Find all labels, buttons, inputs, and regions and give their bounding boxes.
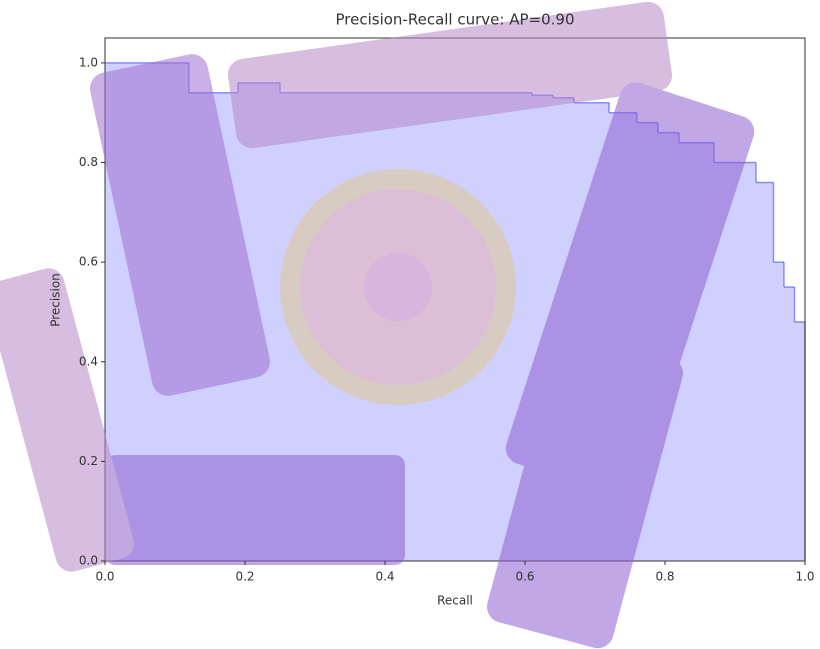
y-tick-label: 0.0: [79, 554, 98, 568]
x-tick-label: 1.0: [795, 570, 814, 584]
y-tick-label: 0.6: [79, 255, 98, 269]
area-step: [756, 182, 774, 561]
chart-title: Precision-Recall curve: AP=0.90: [336, 11, 575, 29]
deco-center: [364, 253, 432, 321]
x-axis-label: Recall: [437, 594, 473, 608]
x-tick-label: 0.4: [375, 570, 394, 584]
deco-bar: [105, 455, 405, 565]
y-tick-label: 0.2: [79, 454, 98, 468]
y-axis-label: Precision: [49, 273, 63, 327]
area-step: [795, 322, 806, 561]
x-tick-label: 0.2: [235, 570, 254, 584]
y-tick-label: 1.0: [79, 55, 98, 69]
y-tick-label: 0.8: [79, 155, 98, 169]
area-step: [784, 287, 795, 561]
area-step: [774, 262, 785, 561]
x-tick-label: 0.8: [655, 570, 674, 584]
chart: Precision-Recall curve: AP=0.90 Recall P…: [0, 0, 820, 649]
x-tick-label: 0.6: [515, 570, 534, 584]
x-tick-label: 0.0: [95, 570, 114, 584]
y-tick-label: 0.4: [79, 354, 98, 368]
